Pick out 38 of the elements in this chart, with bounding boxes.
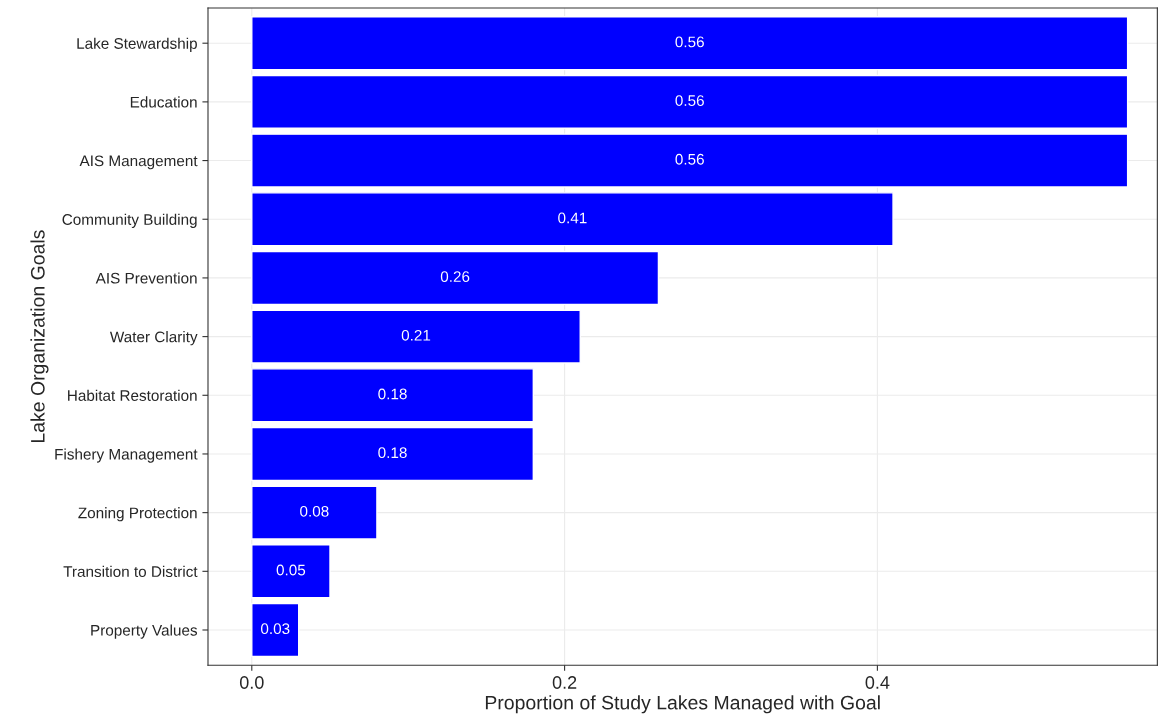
y-tick-label: Zoning Protection (78, 507, 197, 522)
data-label: 0.56 (675, 153, 704, 165)
x-tick-label: 0.4 (865, 676, 890, 689)
y-tick-label: Education (130, 96, 197, 108)
bar (251, 192, 894, 247)
data-label: 0.56 (675, 36, 704, 48)
y-tick-label: Transition to District (63, 565, 198, 577)
data-label: 0.18 (378, 388, 407, 400)
bar (251, 250, 660, 306)
data-label: 0.05 (276, 564, 306, 576)
y-tick-label: Habitat Restoration (68, 389, 197, 401)
y-tick-label: Community Building (62, 213, 197, 228)
bar (251, 74, 1129, 129)
bar (251, 16, 1129, 71)
data-label: 0.26 (440, 271, 470, 283)
y-tick-label: Property Values (91, 624, 198, 639)
bar (251, 426, 535, 482)
bar (251, 368, 535, 423)
y-tick-label: Water Clarity (109, 331, 198, 346)
x-tick-label: 0.2 (552, 676, 577, 689)
x-axis-title: Proportion of Study Lakes Managed with Goal (485, 695, 880, 714)
data-label: 0.03 (260, 623, 290, 635)
y-tick-label: Lake Stewardship (77, 37, 197, 52)
y-tick-label: AIS Prevention (95, 272, 197, 284)
y-tick-label: Fishery Management (55, 448, 198, 463)
data-label: 0.41 (558, 212, 587, 224)
bar (251, 544, 331, 599)
bar (251, 602, 300, 658)
y-axis-title: Lake Organization Goals (30, 230, 49, 443)
data-label: 0.21 (401, 329, 431, 341)
x-tick-label: 0.0 (239, 676, 264, 689)
data-label: 0.18 (378, 447, 407, 459)
bar (251, 133, 1129, 188)
bar (251, 309, 581, 364)
y-tick-label: AIS Management (79, 155, 198, 170)
data-label: 0.56 (675, 95, 704, 106)
bar (251, 485, 378, 540)
data-label: 0.08 (300, 505, 329, 517)
